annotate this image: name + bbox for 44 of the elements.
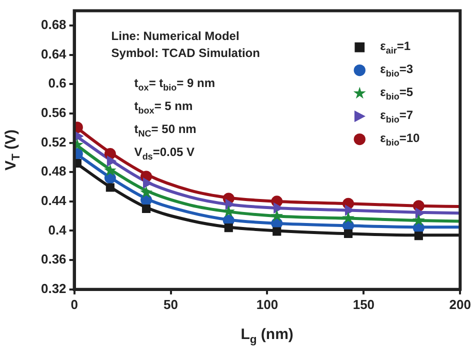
y-tick-label: 0.32 (40, 280, 66, 296)
x-axis-title: L$_{g}$ (nm) (240, 326, 294, 346)
point (224, 224, 233, 232)
point (104, 164, 116, 176)
y-tick-label: 0.64 (40, 46, 68, 62)
point (414, 232, 423, 240)
x-tick-label: 200 (449, 296, 472, 312)
x-tick-label: 0 (70, 296, 78, 312)
y-tick-label: 0.44 (40, 193, 68, 208)
point (270, 210, 284, 222)
annotation: V$_{ds}$=0.05 V (134, 144, 195, 162)
y-tick-label: 0.52 (40, 134, 66, 150)
point (222, 205, 235, 217)
y-tick-label: 0.4 (48, 222, 68, 238)
point (274, 202, 283, 214)
point (106, 156, 116, 166)
annotation: t$_{NC}$= 50 nm (134, 122, 196, 138)
annotation: Symbol: TCAD Simulation (111, 46, 260, 60)
annotation: t$_{ox}$= t$_{bio}$= 9 nm (134, 76, 216, 92)
point (106, 183, 114, 192)
legend-label: ε$_{bio}$=5 (380, 85, 414, 102)
point (342, 212, 354, 224)
legend-label: ε$_{bio}$=7 (380, 108, 414, 124)
point (225, 199, 234, 210)
point (412, 214, 425, 226)
y-tick-label: 0.48 (40, 164, 66, 179)
point (142, 204, 151, 214)
y-tick-label: 0.56 (40, 105, 66, 120)
y-tick-label: 0.6 (48, 76, 66, 91)
annotation: Line: Numerical Model (111, 28, 240, 43)
x-tick-label: 100 (256, 296, 278, 312)
point (143, 178, 152, 188)
y-tick-label: 0.36 (40, 252, 66, 267)
point (140, 186, 152, 198)
legend-label: ε$_{air}$=1 (380, 39, 411, 56)
annotation: t$_{box}$= 5 nm (134, 98, 193, 116)
x-tick-label: 150 (352, 296, 375, 312)
legend-label: ε$_{bio}$=10 (380, 131, 420, 148)
point (415, 208, 424, 218)
legend-label: ε$_{bio}$=3 (380, 62, 414, 78)
y-tick-label: 0.68 (40, 17, 66, 32)
point (272, 227, 282, 236)
point (344, 229, 353, 238)
x-tick-label: 50 (164, 296, 178, 312)
